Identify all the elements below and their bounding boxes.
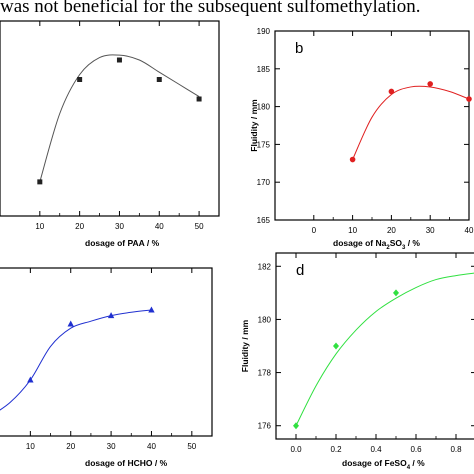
x-tick-label: 40 [465,226,474,235]
data-point [77,77,83,82]
data-point [293,422,299,430]
data-point [196,96,202,102]
y-tick-label: 170 [257,178,271,187]
data-point [333,342,339,350]
x-tick-label: 40 [147,442,156,451]
x-axis-label: dosage of PAA / % [85,238,160,248]
fit-curve [352,85,469,160]
y-tick-label: 185 [257,65,271,74]
data-point [466,96,472,102]
x-tick-label: 10 [26,442,35,451]
caption-text: was not beneficial for the subsequent su… [0,0,421,17]
x-tick-label: 0.8 [450,445,462,454]
data-point [148,306,155,313]
data-point [156,77,162,82]
panel-label: d [296,262,304,279]
x-tick-label: 30 [115,222,124,231]
x-tick-label: 30 [107,442,116,451]
y-tick-label: 176 [258,422,272,431]
y-tick-label: 182 [258,262,272,271]
plot-frame [274,30,470,221]
x-tick-label: 0.4 [370,445,382,454]
data-point [107,312,115,319]
x-axis-label: dosage of FeSO4 / % [342,458,425,471]
x-tick-label: 0.0 [290,445,302,454]
plot-frame [0,267,213,437]
plot-frame [0,20,220,217]
y-tick-label: 175 [257,140,271,149]
y-axis-label: Fluidity / mm [249,99,259,152]
x-tick-label: 50 [187,442,196,451]
y-tick-label: 180 [258,315,272,324]
data-point [393,289,399,297]
data-point [67,320,74,327]
data-point [388,88,395,95]
x-axis-label: dosage of HCHO / % [85,458,168,468]
panel-a: 10 20 30 40 50 dosage of PAA / % [0,20,220,248]
x-tick-label: 50 [195,222,204,231]
data-point [27,376,34,383]
y-tick-label: 190 [257,27,271,36]
x-tick-label: 40 [155,222,164,231]
y-tick-label: 165 [257,216,271,225]
data-point [349,156,356,163]
y-tick-label: 178 [258,369,272,378]
x-tick-label: 30 [426,226,435,235]
panel-label: b [295,40,303,57]
fit-curve [0,309,152,411]
plot-frame [275,252,474,440]
data-point [427,81,434,87]
y-tick-label: 180 [257,103,271,112]
data-point [37,179,43,185]
panel-d: 0.0 0.2 0.4 0.6 0.8 176 178 180 182 d dosage of Fe… [240,252,474,471]
panel-c: 10 20 30 40 50 dosage of HCHO / % [0,267,213,468]
x-tick-label: 0 [312,226,317,235]
fit-curve [39,54,200,183]
fit-curve [295,272,474,426]
x-axis-label: dosage of Na2SO3 / % [333,238,420,251]
x-tick-label: 0.2 [330,445,342,454]
y-axis-label: Fluidity / mm [240,319,250,372]
x-tick-label: 10 [348,226,357,235]
x-tick-label: 20 [75,222,84,231]
x-tick-label: 20 [387,226,396,235]
data-point [116,57,122,63]
x-tick-label: 20 [66,442,75,451]
x-tick-label: 10 [35,222,44,231]
panel-b: 0 10 20 30 40 165 170 175 180 185 190 b dosage of Na… [249,27,474,251]
x-tick-label: 0.6 [410,445,422,454]
